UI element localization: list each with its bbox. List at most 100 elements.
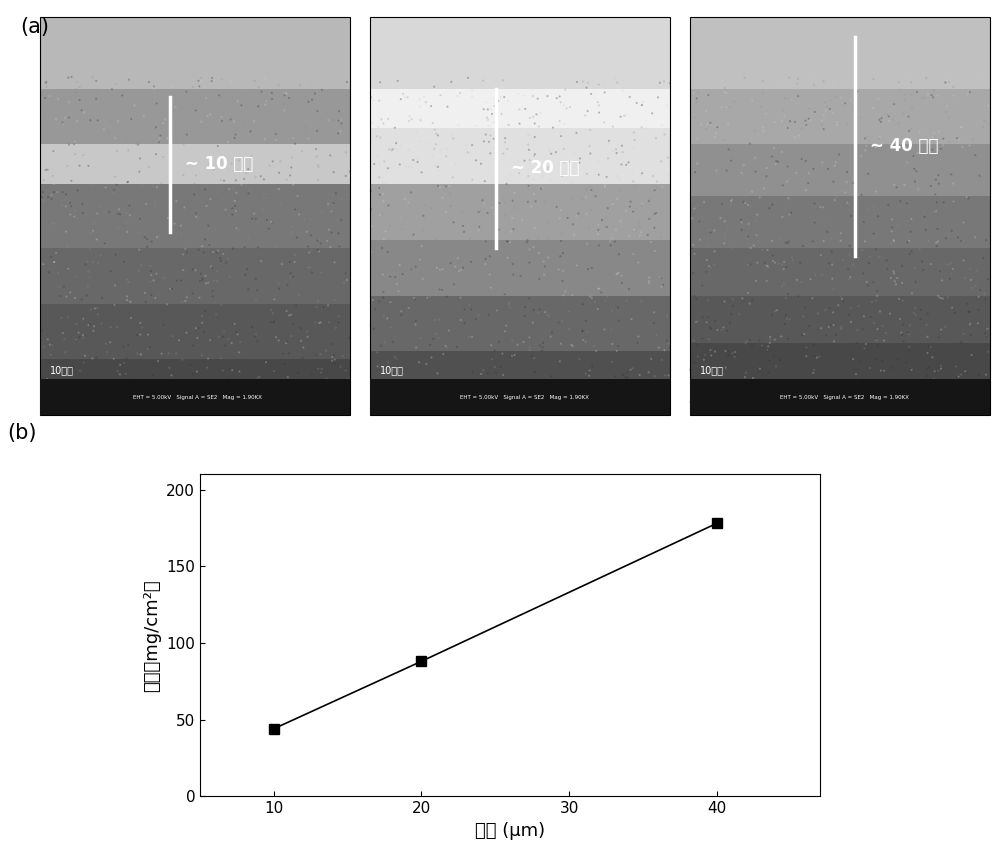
- Point: [98, 180, 114, 194]
- Point: [690, 198, 706, 212]
- Point: [190, 211, 206, 224]
- Point: [291, 288, 307, 302]
- Point: [436, 179, 452, 192]
- Point: [191, 160, 207, 174]
- Point: [630, 329, 646, 343]
- Point: [296, 401, 312, 415]
- Point: [67, 291, 83, 305]
- Point: [198, 276, 214, 290]
- Point: [292, 78, 308, 91]
- Point: [427, 313, 443, 327]
- Point: [90, 257, 106, 270]
- Point: [898, 356, 914, 369]
- Point: [557, 285, 573, 298]
- Point: [85, 70, 101, 84]
- Point: [57, 389, 73, 402]
- Point: [737, 381, 753, 395]
- Point: [656, 75, 672, 88]
- Point: [928, 236, 944, 250]
- Point: [610, 404, 626, 418]
- Point: [964, 348, 980, 362]
- Point: [232, 335, 248, 349]
- Point: [211, 330, 227, 344]
- Point: [632, 229, 648, 242]
- Point: [407, 318, 423, 331]
- Point: [277, 357, 293, 371]
- Point: [920, 307, 936, 320]
- Point: [959, 191, 975, 204]
- Point: [146, 81, 162, 95]
- Point: [434, 283, 450, 296]
- Point: [132, 376, 148, 390]
- Point: [307, 315, 323, 329]
- Point: [590, 302, 606, 316]
- Point: [318, 344, 334, 357]
- Point: [562, 155, 578, 169]
- Point: [738, 366, 754, 379]
- Point: [385, 335, 401, 349]
- Point: [322, 241, 338, 254]
- Point: [711, 145, 727, 158]
- Point: [798, 400, 814, 413]
- Point: [310, 147, 326, 161]
- Point: [256, 173, 272, 186]
- Point: [284, 151, 300, 164]
- Point: [953, 235, 969, 248]
- Point: [145, 136, 161, 149]
- Point: [521, 291, 537, 305]
- Point: [338, 364, 354, 378]
- Point: [93, 248, 109, 262]
- Point: [772, 374, 788, 387]
- Point: [790, 72, 806, 86]
- Point: [614, 268, 630, 282]
- Point: [54, 199, 70, 213]
- Point: [455, 219, 471, 233]
- Point: [579, 81, 595, 95]
- Point: [553, 130, 569, 143]
- Point: [259, 213, 275, 227]
- Point: [918, 71, 934, 85]
- Point: [723, 194, 739, 208]
- Point: [52, 280, 68, 293]
- Point: [971, 368, 987, 382]
- Point: [569, 75, 585, 89]
- Point: [308, 395, 324, 408]
- Point: [527, 365, 543, 379]
- Point: [893, 326, 909, 340]
- Point: [431, 164, 447, 178]
- Point: [110, 114, 126, 128]
- Point: [509, 383, 525, 396]
- Point: [493, 254, 509, 268]
- Point: [243, 125, 259, 138]
- Point: [597, 86, 613, 99]
- Point: [769, 303, 785, 317]
- Point: [641, 366, 657, 379]
- Point: [227, 194, 243, 208]
- Point: [806, 363, 822, 377]
- Point: [435, 347, 451, 361]
- Point: [340, 373, 356, 386]
- Point: [937, 320, 953, 334]
- Point: [560, 172, 576, 185]
- Point: [776, 255, 792, 268]
- Point: [931, 177, 947, 191]
- Point: [591, 106, 607, 119]
- Point: [248, 292, 264, 306]
- Point: [719, 178, 735, 191]
- Point: [76, 356, 92, 369]
- Point: [69, 212, 85, 225]
- Point: [807, 349, 823, 363]
- Point: [428, 288, 444, 302]
- Point: [972, 283, 988, 296]
- Point: [706, 224, 722, 237]
- Point: [803, 377, 819, 390]
- Point: [803, 113, 819, 127]
- Point: [689, 157, 705, 170]
- Point: [69, 184, 85, 197]
- Point: [690, 350, 706, 363]
- Point: [189, 331, 205, 345]
- Point: [140, 342, 156, 356]
- Point: [80, 174, 96, 187]
- Point: [597, 294, 613, 307]
- Point: [938, 76, 954, 90]
